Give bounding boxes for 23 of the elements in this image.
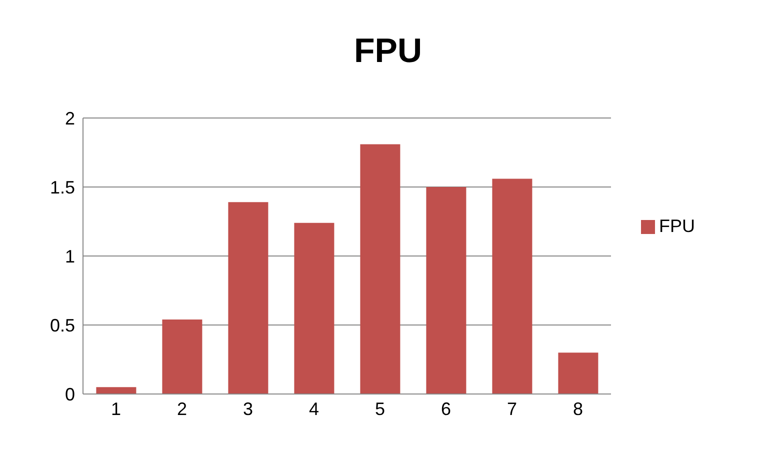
bar (558, 352, 598, 394)
legend-label: FPU (659, 216, 695, 236)
chart-title: FPU (353, 32, 423, 71)
x-tick-label: 2 (176, 398, 188, 419)
x-tick-label: 5 (374, 398, 386, 419)
bar (228, 202, 268, 394)
y-tick-label: 0.5 (50, 315, 75, 336)
y-tick-label: 2 (64, 108, 75, 128)
y-tick-label: 0 (64, 384, 75, 404)
y-tick-label: 1.5 (50, 177, 75, 198)
bar (162, 319, 202, 394)
bar (294, 222, 334, 394)
bar (426, 187, 466, 394)
bar (96, 387, 136, 394)
bar (360, 144, 400, 394)
x-tick-label: 3 (242, 398, 254, 419)
bar (492, 178, 532, 394)
x-tick-label: 6 (440, 398, 452, 419)
y-tick-label: 1 (64, 246, 75, 266)
x-tick-label: 7 (506, 398, 518, 419)
x-tick-label: 1 (110, 398, 122, 419)
x-tick-label: 4 (308, 398, 320, 419)
x-tick-label: 8 (572, 398, 584, 419)
